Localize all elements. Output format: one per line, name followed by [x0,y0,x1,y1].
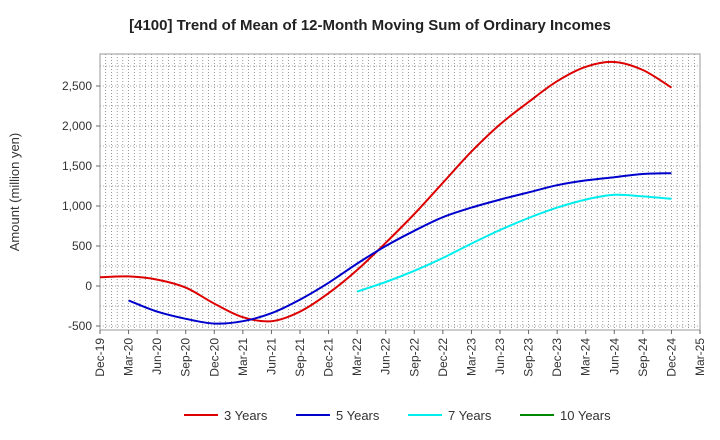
series-line-7-years [356,193,672,293]
plot-area [99,53,701,331]
legend-label: 3 Years [224,408,268,423]
x-tick-label: Mar-22 [350,338,364,376]
x-axis: Dec-19 Mar-20 Jun-20 Sep-20 Dec-20 Mar-21 Jun-… [93,330,707,377]
y-axis: -500 0 500 1,000 1,500 2,000 2,500 [62,79,100,333]
y-tick-label: 2,500 [62,79,92,93]
x-tick-label: Dec-20 [207,338,221,377]
y-tick-label: -500 [68,319,92,333]
grid [100,54,700,330]
legend-label: 7 Years [448,408,492,423]
series-line-5-years [128,172,672,325]
x-tick-label: Mar-25 [693,338,707,376]
x-tick-label: Dec-24 [664,338,678,377]
x-tick-label: Mar-20 [122,338,136,376]
y-tick-label: 2,000 [62,119,92,133]
x-tick-label: Sep-23 [522,338,536,377]
x-tick-label: Dec-21 [322,338,336,377]
x-tick-label: Sep-22 [407,338,421,377]
x-tick-label: Sep-20 [179,338,193,377]
x-tick-label: Jun-23 [493,338,507,375]
x-tick-label: Dec-19 [93,338,107,377]
x-tick-label: Sep-24 [636,338,650,377]
x-tick-label: Mar-23 [464,338,478,376]
x-tick-label: Dec-23 [550,338,564,377]
y-tick-label: 0 [85,279,92,293]
y-tick-label: 1,000 [62,199,92,213]
x-tick-label: Jun-22 [379,338,393,375]
x-tick-label: Jun-21 [264,338,278,375]
x-tick-label: Jun-24 [607,338,621,375]
x-tick-label: Mar-21 [236,338,250,376]
legend-label: 5 Years [336,408,380,423]
x-tick-label: Sep-21 [293,338,307,377]
x-tick-label: Dec-22 [436,338,450,377]
y-axis-label: Amount (million yen) [7,133,22,252]
series-lines [99,60,672,325]
x-tick-label: Jun-20 [150,338,164,375]
series-line-3-years [99,60,672,323]
chart-title: [4100] Trend of Mean of 12-Month Moving … [129,17,611,34]
y-tick-label: 500 [72,239,92,253]
y-tick-label: 1,500 [62,159,92,173]
x-tick-label: Mar-24 [579,338,593,376]
legend-label: 10 Years [560,408,611,423]
legend: 3 Years 5 Years 7 Years 10 Years [184,408,611,423]
